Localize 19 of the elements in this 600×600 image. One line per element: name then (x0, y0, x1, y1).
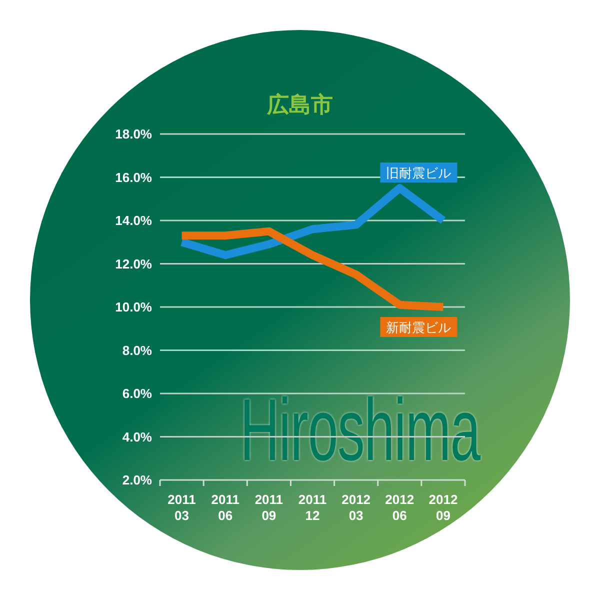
x-tick-label: 2011 03 (168, 492, 196, 523)
y-tick-label: 12.0% (115, 256, 152, 272)
x-tick-label: 2011 06 (211, 492, 240, 523)
y-tick-label: 14.0% (115, 213, 152, 228)
x-tick-label: 2011 12 (298, 492, 327, 523)
series-label: 旧耐震ビル (386, 166, 452, 180)
y-tick-label: 10.0% (115, 300, 152, 315)
chart-title: 広島市 (266, 91, 334, 119)
series-label: 新耐震ビル (386, 320, 452, 335)
y-tick-label: 6.0% (122, 386, 152, 402)
y-tick-label: 4.0% (122, 429, 152, 444)
y-tick-label: 16.0% (115, 170, 152, 185)
x-tick-label: 2011 09 (254, 492, 284, 523)
y-tick-label: 8.0% (122, 342, 152, 358)
x-tick-label: 2012 09 (428, 492, 458, 523)
x-tick-label: 2012 06 (385, 492, 414, 523)
y-tick-label: 2.0% (122, 472, 152, 488)
x-tick-label: 2012 03 (342, 492, 371, 523)
y-tick-label: 18.0% (115, 126, 152, 142)
